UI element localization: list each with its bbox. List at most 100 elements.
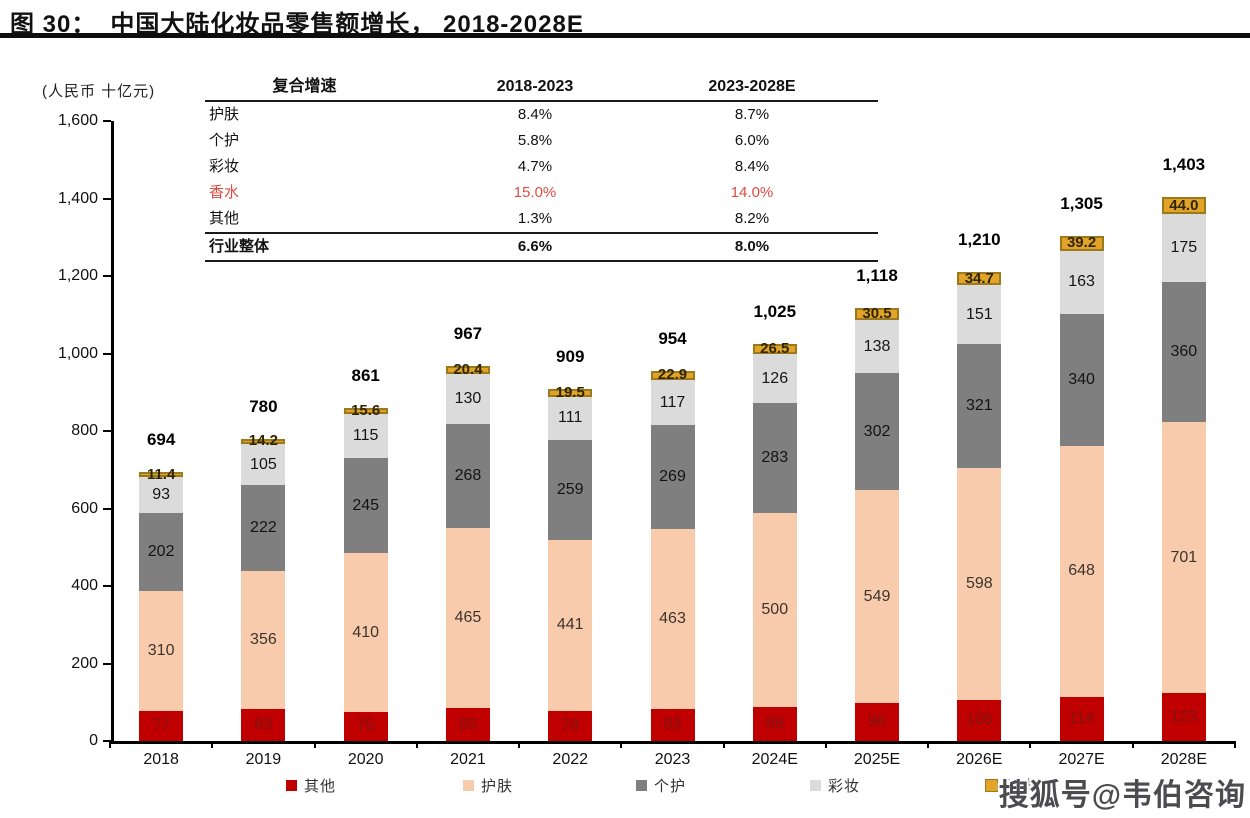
row-value-1: 5.8% [517, 132, 553, 149]
bar-segment-value: 83 [254, 715, 273, 733]
bar-segment-value: 19.5 [555, 383, 585, 401]
bar-segment-value: 15.6 [351, 401, 381, 419]
bar-segment: 268 [445, 424, 490, 528]
bar-segment: 114 [1059, 696, 1104, 741]
x-tick-label: 2022 [552, 751, 589, 768]
figure-title-text: 中国大陆化妆品零售额增长， 2018-2028E [110, 11, 584, 38]
bar-segment: 463 [650, 529, 695, 709]
bar-segment-value: 310 [147, 642, 175, 660]
cagr-header-2023-2028e: 2023-2028E [708, 78, 796, 95]
bar-segment-value: 175 [1170, 239, 1198, 257]
bar-total-label: 1,118 [856, 265, 898, 285]
bar-segment: 11.4 [139, 466, 184, 483]
bar-segment-value: 151 [965, 305, 993, 323]
y-tick-mark [103, 352, 111, 355]
y-tick-label: 1,600 [57, 112, 98, 129]
bar-segment: 163 [1059, 250, 1104, 314]
bar-segment-value: 130 [454, 389, 482, 407]
x-tick-mark [824, 741, 827, 748]
bar-segment-value: 83 [663, 715, 682, 733]
x-tick-label: 2027E [1058, 751, 1105, 768]
bar-segment: 356 [241, 570, 286, 709]
cagr-table-header-row: 复合增速 2018-2023 2023-2028E [205, 74, 878, 102]
bar-segment-value: 302 [863, 422, 891, 440]
bar-segment: 202 [139, 512, 184, 592]
row-value-1: 15.0% [513, 184, 557, 201]
bar-segment: 340 [1059, 313, 1104, 446]
bar-segment: 105 [241, 444, 286, 485]
x-tick-label: 2021 [450, 751, 486, 768]
bar-total-label: 1,210 [958, 229, 1001, 249]
legend-item: 香水 [985, 777, 1037, 795]
legend-item: 彩妆 [810, 777, 861, 795]
bar-total-label: 909 [556, 346, 585, 366]
bar-segment-value: 245 [352, 496, 380, 514]
row-label: 彩妆 [209, 158, 240, 175]
bar-segment-value: 14.2 [248, 432, 278, 450]
x-tick-label: 2028E [1160, 751, 1207, 768]
bar-total-label: 780 [249, 396, 278, 416]
bar-segment-value: 360 [1170, 342, 1198, 360]
y-tick-mark [103, 740, 111, 742]
y-tick-mark [103, 430, 111, 432]
bar-segment: 701 [1161, 421, 1206, 694]
bar-segment: 269 [650, 425, 695, 530]
row-value-1: 1.3% [517, 210, 553, 227]
cagr-table: 复合增速 2018-2023 2023-2028E 护肤 8.4% 8.7% 个… [205, 74, 878, 262]
figure-title: 图 30： 中国大陆化妆品零售额增长， 2018-2028E [10, 4, 584, 39]
y-tick-mark [103, 120, 111, 122]
bar-segment: 20.4 [445, 361, 490, 378]
x-tick-mark [1131, 741, 1134, 748]
bar-segment-value: 340 [1068, 370, 1095, 388]
legend-swatch [636, 779, 647, 791]
x-tick-mark [620, 741, 623, 748]
y-tick-label: 1,000 [57, 344, 98, 362]
bar-segment-value: 44.0 [1169, 196, 1199, 214]
y-tick-mark [103, 197, 111, 200]
x-tick-label: 2018 [143, 751, 179, 768]
bar-segment: 549 [855, 490, 900, 704]
bar-segment: 78 [548, 710, 593, 741]
legend-swatch [810, 779, 821, 791]
bar-segment: 500 [752, 512, 797, 707]
bar-segment: 410 [343, 553, 388, 712]
bar-segment: 130 [445, 373, 490, 425]
bar-segment: 123 [1161, 693, 1206, 741]
bar-segment: 83 [650, 708, 695, 741]
bar-segment-value: 11.4 [146, 465, 176, 483]
row-label: 行业整体 [209, 238, 270, 255]
bar-segment-value: 500 [761, 600, 789, 618]
x-tick-mark [518, 741, 521, 748]
bar-segment: 598 [957, 468, 1002, 700]
bar-segment: 85 [445, 708, 490, 741]
x-tick-mark [1234, 741, 1236, 748]
cagr-row-fragrance: 香水 15.0% 14.0% [205, 180, 878, 206]
x-tick-mark [415, 741, 418, 748]
row-label: 香水 [209, 184, 240, 201]
row-label: 个护 [209, 132, 240, 149]
legend-label: 彩妆 [828, 777, 861, 795]
y-tick-mark [103, 507, 111, 510]
y-tick-label: 200 [71, 654, 98, 672]
bar-segment-value: 123 [1170, 708, 1198, 726]
bar-segment: 106 [957, 699, 1002, 741]
bar-segment: 44.0 [1161, 196, 1206, 215]
bar-segment-value: 463 [659, 610, 686, 628]
row-value-2: 8.7% [734, 106, 770, 123]
bar-segment: 111 [548, 396, 593, 440]
bar-segment-value: 163 [1068, 273, 1095, 291]
bar-total-label: 967 [453, 323, 483, 343]
bar-segment: 310 [139, 591, 184, 712]
y-tick-label: 1,200 [57, 267, 98, 284]
bar-segment: 441 [548, 539, 593, 711]
bar-segment-value: 598 [965, 575, 993, 593]
bar-segment-value: 77 [152, 717, 171, 735]
x-tick-mark [1029, 741, 1032, 748]
bar-segment-value: 268 [454, 466, 482, 484]
bar-segment: 283 [752, 403, 797, 513]
x-tick-mark [313, 741, 316, 748]
legend-label: 护肤 [481, 777, 514, 795]
bar-total-label: 1,403 [1162, 155, 1206, 175]
cagr-header-metric: 复合增速 [272, 78, 337, 95]
bar-segment-value: 356 [250, 630, 277, 648]
